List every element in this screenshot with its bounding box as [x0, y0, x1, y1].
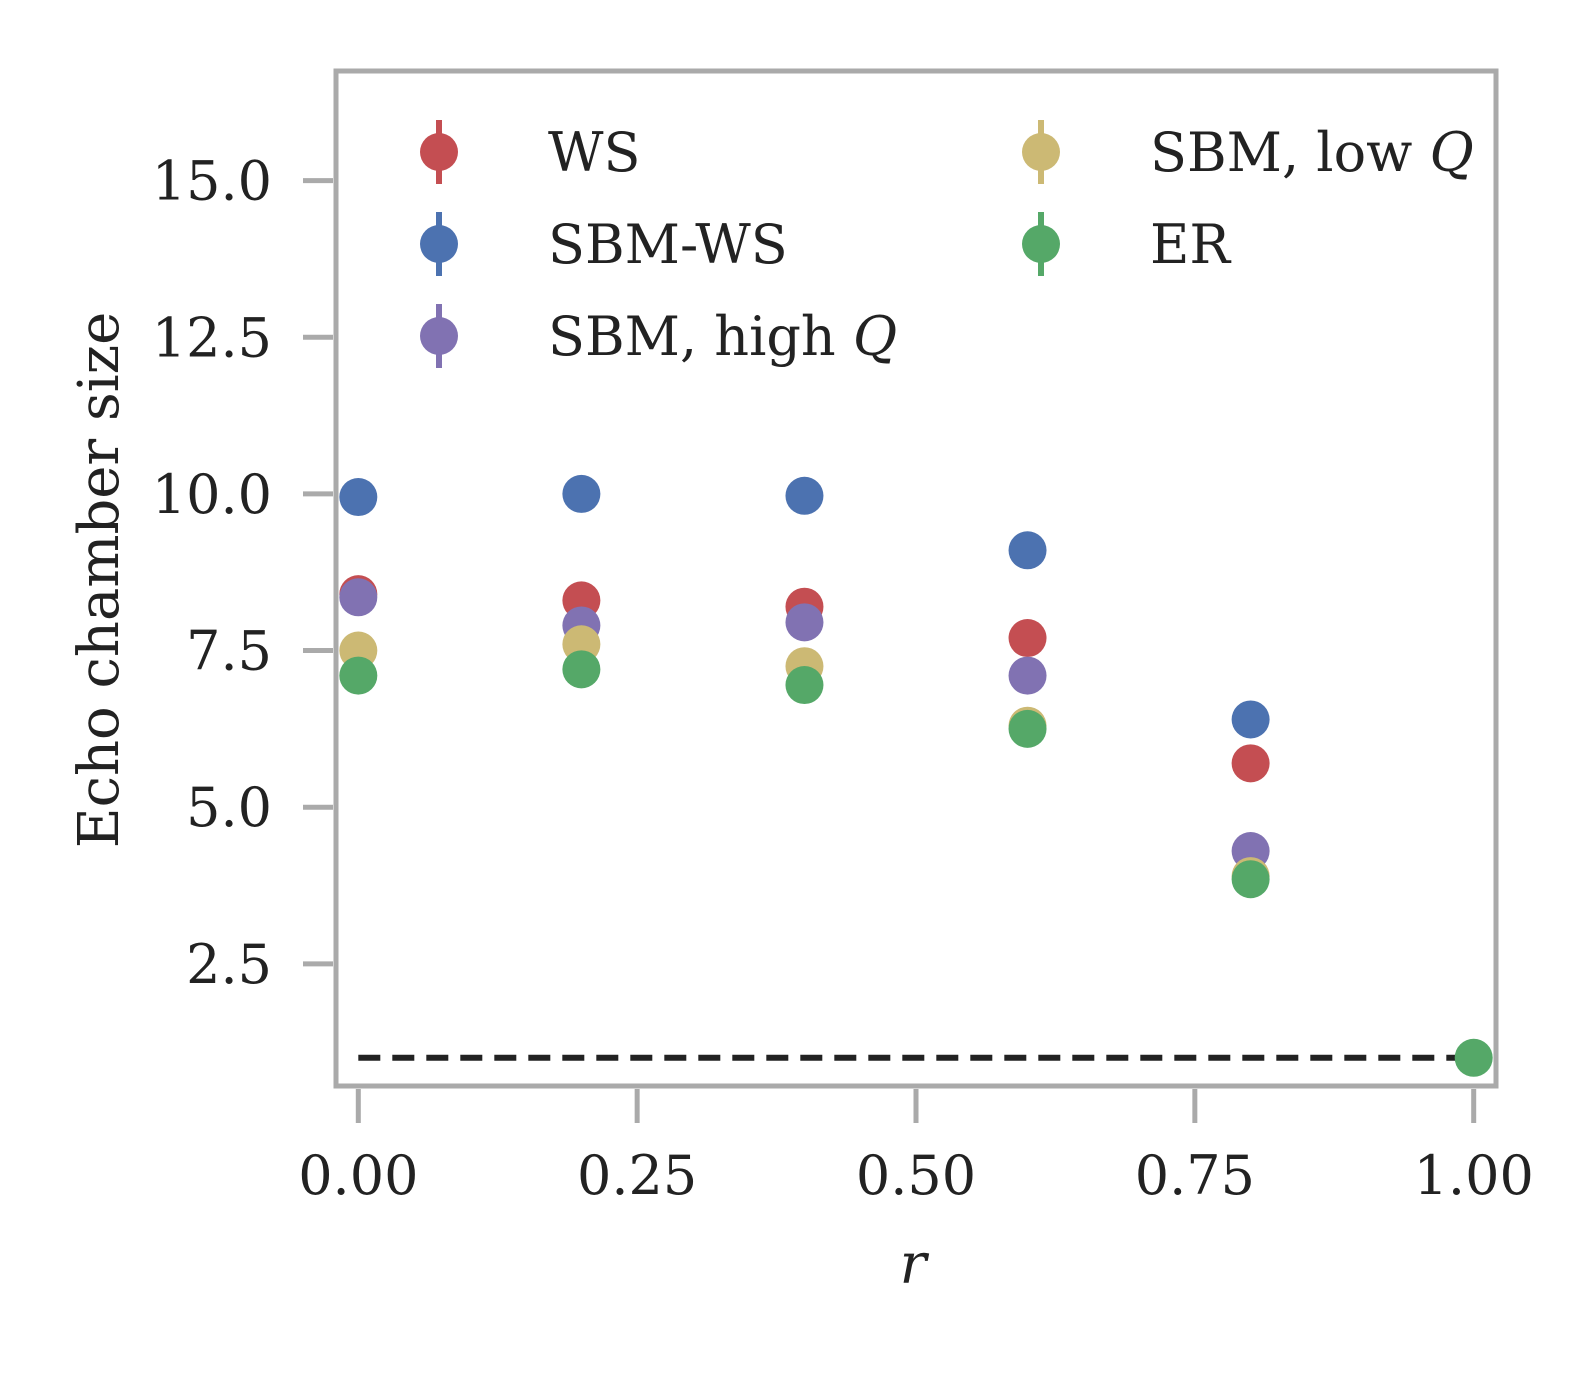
- legend-marker-sbm-low-q: [1022, 133, 1060, 171]
- legend-label-ws: WS: [548, 121, 641, 184]
- x-tick-label: 0.50: [856, 1144, 976, 1207]
- point-sbm-high-q: [1008, 656, 1047, 695]
- x-tick-label: 0.25: [577, 1144, 697, 1207]
- y-tick-label: 12.5: [152, 306, 272, 369]
- point-sbm-ws: [1231, 700, 1270, 739]
- x-tick-label: 0.00: [298, 1144, 418, 1207]
- x-tick-label: 1.00: [1414, 1144, 1534, 1207]
- point-sbm-ws: [785, 476, 824, 515]
- point-sbm-ws: [562, 474, 601, 513]
- point-sbm-ws: [339, 478, 378, 517]
- legend: WS SBM-WS SBM, high Q SBM, low Q ER: [420, 120, 1474, 368]
- point-er: [1008, 709, 1047, 748]
- legend-label-sbm-low-q: SBM, low Q: [1150, 121, 1474, 184]
- point-er: [1454, 1038, 1493, 1077]
- point-ws: [1008, 619, 1047, 658]
- y-tick-label: 7.5: [186, 620, 272, 683]
- point-ws: [1231, 744, 1270, 783]
- y-axis: 2.5 5.0 7.5 10.0 12.5 15.0: [152, 150, 333, 996]
- point-sbm-high-q: [785, 603, 824, 642]
- legend-label-sbm-ws: SBM-WS: [548, 213, 788, 276]
- plot-frame: [333, 68, 1499, 1089]
- point-sbm-high-q: [339, 578, 378, 617]
- point-sbm-ws: [1008, 531, 1047, 570]
- x-axis: 0.00 0.25 0.50 0.75 1.00: [298, 1089, 1534, 1207]
- legend-marker-er: [1022, 225, 1060, 263]
- y-tick-label: 10.0: [152, 463, 272, 526]
- data-points: [339, 474, 1493, 1077]
- x-axis-label: r: [900, 1232, 930, 1297]
- y-tick-label: 2.5: [186, 933, 272, 996]
- y-axis-label: Echo chamber size: [67, 312, 132, 849]
- point-er: [1231, 860, 1270, 899]
- legend-marker-sbm-ws: [420, 225, 458, 263]
- x-tick-label: 0.75: [1135, 1144, 1255, 1207]
- legend-marker-sbm-high-q: [420, 317, 458, 355]
- point-er: [785, 666, 824, 705]
- y-tick-label: 15.0: [152, 150, 272, 213]
- legend-marker-ws: [420, 133, 458, 171]
- legend-label-sbm-high-q: SBM, high Q: [548, 305, 897, 368]
- point-er: [562, 650, 601, 689]
- y-tick-label: 5.0: [186, 776, 272, 839]
- point-er: [339, 656, 378, 695]
- legend-label-er: ER: [1150, 213, 1231, 276]
